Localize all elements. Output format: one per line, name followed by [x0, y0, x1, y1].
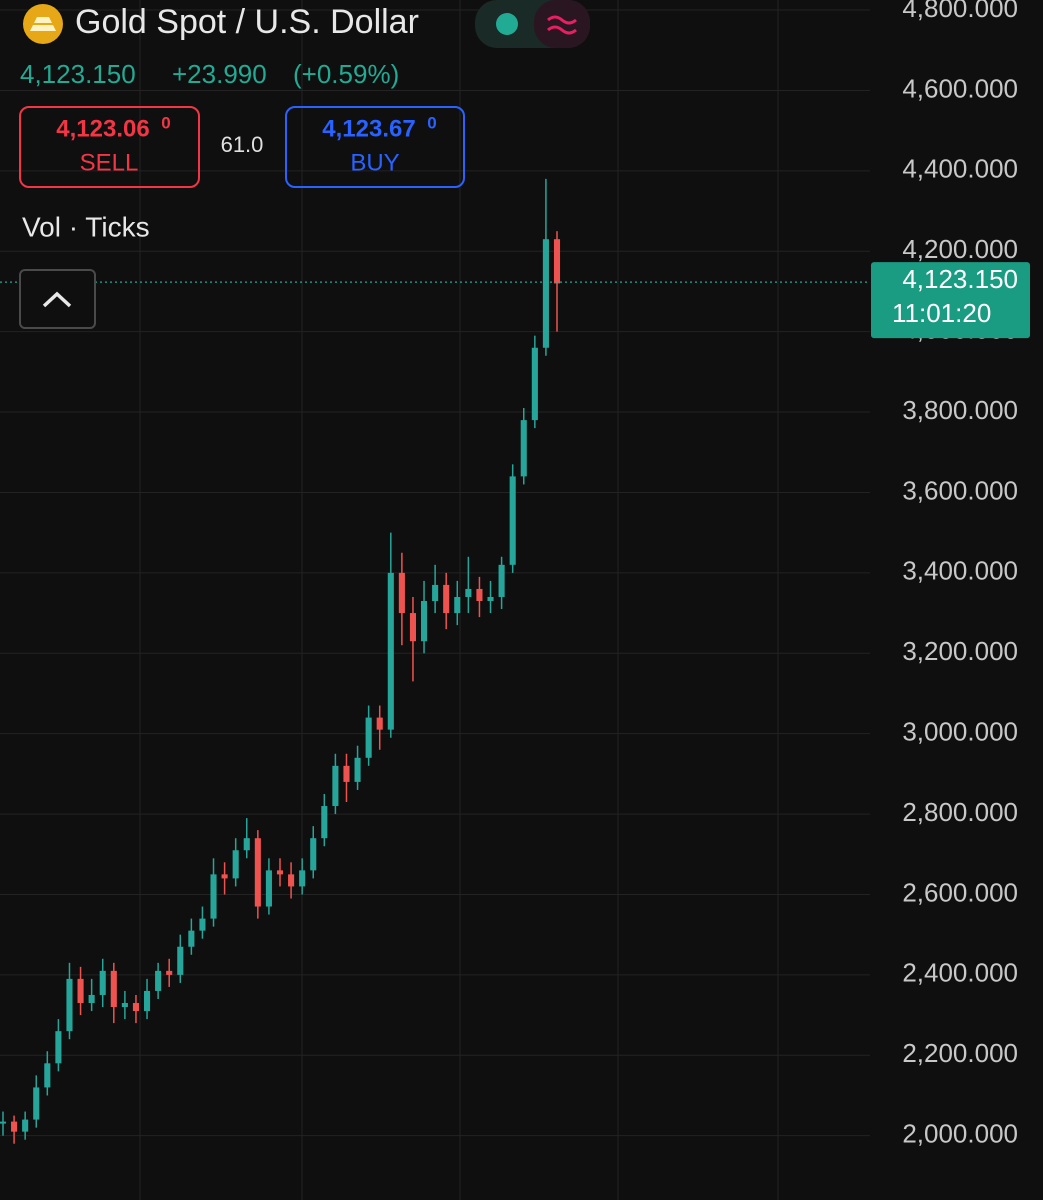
candle-body [221, 874, 228, 879]
candle-body [232, 850, 239, 879]
candle-body [354, 757, 361, 782]
candle-body [254, 838, 261, 907]
chart-title: Gold Spot / U.S. Dollar [75, 3, 419, 41]
candle-body [387, 572, 394, 730]
spread: 61.0 [221, 132, 264, 157]
status-pill-right [534, 0, 590, 48]
buy-button[interactable] [285, 106, 465, 188]
collapse-button[interactable] [19, 269, 96, 329]
candle-body [288, 874, 295, 887]
candle-body [376, 717, 383, 730]
candle-body [398, 572, 405, 614]
candle-body [465, 588, 472, 597]
y-tick-label: 3,800.000 [902, 395, 1018, 425]
y-tick-label: 4,800.000 [902, 0, 1018, 23]
sell-price: 4,123.06 [56, 115, 149, 142]
candle-body [420, 601, 428, 642]
sell-button[interactable] [19, 106, 200, 188]
price-tag: 4,123.150 11:01:20 [871, 262, 1030, 339]
y-tick-label: 2,600.000 [902, 877, 1018, 907]
y-tick-label: 2,800.000 [902, 797, 1018, 827]
market-open-dot [496, 13, 518, 35]
candle-body [520, 420, 527, 477]
candle-body [22, 1119, 29, 1132]
candle-body [365, 717, 372, 758]
price-tag-box [871, 262, 1030, 339]
collapse-icon [42, 291, 72, 308]
candle-body [155, 970, 162, 991]
y-tick-label: 3,200.000 [902, 636, 1018, 666]
y-tick-label: 3,600.000 [902, 475, 1018, 505]
candle-body [166, 970, 173, 975]
delayed-icon [547, 15, 577, 35]
price-tag-value: 4,123.150 [902, 264, 1018, 294]
candle-body [44, 1063, 51, 1088]
candle-body [199, 918, 206, 931]
buy-pipette: 0 [427, 113, 436, 132]
candle-body [553, 239, 561, 284]
y-tick-label: 4,200.000 [902, 234, 1018, 264]
candle-body [11, 1121, 18, 1132]
candle-body [265, 870, 272, 907]
candle-body [443, 584, 450, 614]
candle-body [432, 584, 439, 602]
candle-body [487, 596, 494, 602]
candle-body [310, 838, 317, 871]
candle-body [343, 765, 350, 782]
candle-body [121, 1003, 128, 1008]
y-tick-label: 3,400.000 [902, 556, 1018, 586]
candle-body [476, 588, 483, 602]
y-tick-label: 3,000.000 [902, 717, 1018, 747]
plot [0, 178, 870, 1144]
candle-body [409, 613, 417, 642]
candle-body [143, 990, 151, 1012]
candle-body [276, 870, 284, 875]
buy-label: BUY [350, 149, 399, 176]
candle-body [55, 1031, 62, 1064]
y-tick-label: 4,400.000 [902, 154, 1018, 184]
candle-body [321, 806, 328, 839]
candle-body [210, 874, 217, 919]
y-tick-label: 2,200.000 [902, 1038, 1018, 1068]
sell-label: SELL [80, 149, 139, 176]
candle-body [188, 930, 195, 947]
y-axis: 2,000.000 2,200.000 2,400.000 2,600.000 2,80… [902, 0, 1018, 1149]
candle-body [498, 564, 505, 597]
candle-body [77, 978, 84, 1004]
candle-body [542, 239, 549, 348]
candle-body [0, 1121, 7, 1124]
candle-body [177, 946, 184, 975]
candle-body [509, 476, 516, 565]
sell-pipette: 0 [161, 113, 170, 132]
y-tick-label: 2,000.000 [902, 1119, 1018, 1149]
candle-body [531, 347, 538, 421]
gold-bars [30, 17, 56, 31]
change-percent: (+0.59%) [293, 59, 399, 89]
candle-body [332, 765, 339, 807]
buy-price: 4,123.67 [322, 115, 415, 142]
y-tick-label: 2,400.000 [902, 958, 1018, 988]
candle-body [99, 970, 106, 995]
candle-body [243, 838, 250, 851]
candle-body [110, 970, 117, 1008]
indicator-label: Vol · Ticks [22, 211, 150, 242]
candle-body [454, 596, 461, 614]
candle-body [132, 1003, 140, 1012]
last-price: 4,123.150 [20, 59, 136, 89]
y-tick-label: 4,600.000 [902, 73, 1018, 103]
candle-body [88, 994, 95, 1004]
candle-body [299, 870, 306, 887]
candle-body [66, 978, 73, 1032]
symbol-icon [23, 4, 63, 44]
price-tag-time: 11:01:20 [892, 298, 991, 328]
change: +23.990 [172, 59, 267, 89]
candle-body [33, 1087, 40, 1120]
